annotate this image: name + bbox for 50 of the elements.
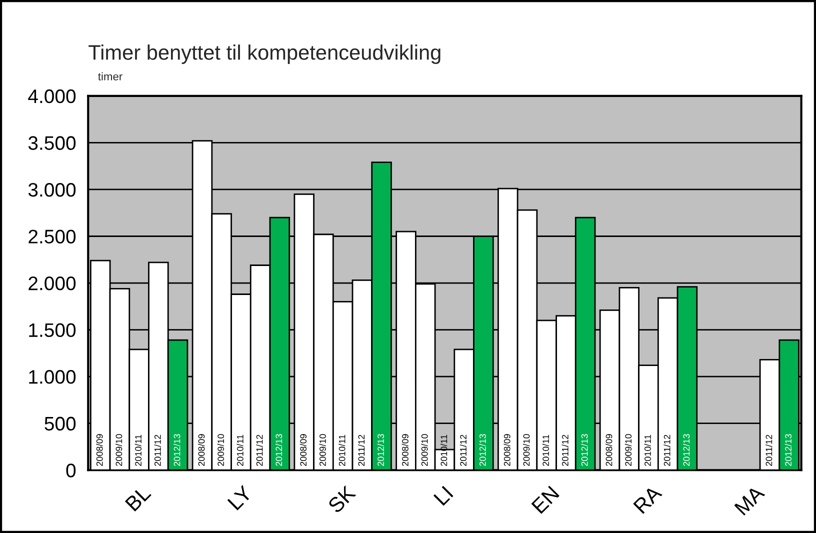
y-tick-label: 4.000	[28, 89, 76, 104]
y-tick-label: 500	[44, 416, 76, 431]
text: 2012/13	[275, 434, 282, 466]
text: 2008/09	[504, 434, 510, 466]
text: 2008/09	[198, 434, 205, 466]
text: 2012/13	[784, 434, 792, 466]
series-label: 2010/11	[440, 434, 448, 466]
text: 2012/13	[682, 434, 690, 466]
text: 2010/11	[542, 434, 550, 466]
series-label: 2012/13	[174, 434, 180, 466]
y-tick-label: 1.000	[29, 370, 76, 384]
x-tick-label: LI	[433, 486, 454, 506]
x-tick-label: MA	[734, 484, 766, 516]
text: 2009/10	[319, 434, 326, 466]
y-tick-label: 3.000	[28, 182, 76, 197]
y-tick-label: 2.000	[28, 276, 76, 290]
text: 2008/09	[300, 434, 307, 466]
series-label: 2009/10	[116, 434, 122, 466]
x-tick-label: SK	[327, 484, 356, 514]
text: 2008/09	[606, 434, 612, 466]
y-tick-label: 3.500	[28, 136, 76, 150]
text: 2012/13	[581, 434, 588, 466]
text: 2009/10	[421, 434, 428, 466]
text: 2011/12	[664, 434, 670, 466]
text: 2011/12	[562, 434, 568, 466]
y-axis-title: timer	[98, 72, 122, 80]
text: 2011/12	[766, 434, 772, 466]
x-tick-label: LY	[227, 484, 253, 510]
text: 2009/10	[624, 434, 632, 466]
y-tick-label: 1.500	[29, 323, 76, 338]
text: 2010/11	[134, 434, 142, 466]
text: 2010/11	[644, 434, 651, 466]
text: 2012/13	[479, 434, 486, 466]
text: 2012/13	[377, 434, 384, 466]
text: 2010/11	[338, 434, 346, 466]
x-tick-label: RA	[633, 484, 662, 514]
text: 2011/12	[460, 434, 466, 466]
y-tick-label: 2.500	[28, 230, 76, 244]
text: 2011/12	[256, 434, 263, 466]
text: 2011/12	[358, 434, 365, 466]
text: 2009/10	[523, 434, 530, 466]
chart-title: Timer benyttet til kompetenceudvikling	[88, 44, 440, 64]
x-tick-label: EN	[531, 486, 560, 514]
text: 2009/10	[217, 434, 224, 466]
text: 2008/09	[402, 434, 408, 466]
x-tick-label: BL	[124, 485, 152, 512]
text: 2010/11	[236, 434, 244, 466]
series-label: 2011/12	[154, 434, 161, 466]
series-label: 2008/09	[96, 434, 103, 466]
y-tick-label: 0	[66, 464, 76, 478]
